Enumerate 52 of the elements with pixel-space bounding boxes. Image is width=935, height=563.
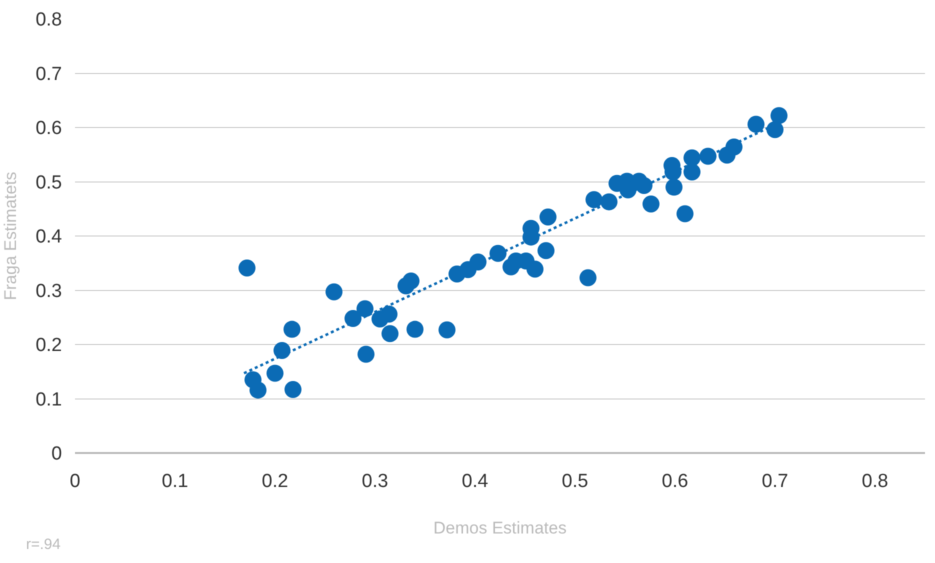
point [666, 178, 682, 196]
point [356, 300, 374, 318]
x-tick-label: 0.4 [462, 471, 489, 492]
point [636, 177, 652, 194]
x-tick-label: 0.1 [162, 471, 188, 492]
y-axis-title: Fraga Estimatets [1, 172, 20, 300]
point [250, 382, 266, 399]
point [274, 342, 290, 359]
point [284, 381, 302, 398]
point [380, 306, 398, 323]
y-tick-label: 0.7 [36, 64, 62, 85]
y-tick-label: 0.5 [36, 172, 62, 194]
point [676, 205, 694, 222]
point [748, 116, 764, 133]
point [490, 244, 506, 262]
point [358, 346, 374, 363]
point [438, 321, 456, 338]
point [586, 191, 602, 208]
point [540, 208, 556, 226]
point [382, 325, 398, 342]
point [266, 364, 284, 382]
y-tick-label: 0.4 [36, 226, 62, 248]
point [726, 138, 742, 156]
x-tick-label: 0.8 [862, 471, 888, 492]
x-tick-label: 0.7 [762, 471, 788, 492]
point [406, 320, 424, 338]
y-tick-label: 0.1 [36, 389, 62, 410]
point [770, 107, 788, 124]
x-tick-label: 0.3 [362, 471, 388, 492]
y-tick-label: 0.8 [36, 10, 62, 31]
x-axis-title: Demos Estimates [433, 518, 567, 538]
y-tick-label: 0.3 [36, 280, 62, 302]
point [470, 254, 486, 271]
x-tick-label: 0 [70, 471, 80, 492]
point [700, 148, 716, 165]
point [326, 283, 342, 300]
x-tick-label: 0.5 [562, 471, 588, 492]
point [684, 163, 700, 180]
y-tick-label: 0 [51, 444, 62, 465]
point [642, 195, 660, 212]
x-tick-label: 0.2 [262, 471, 288, 492]
point [600, 193, 618, 210]
point [402, 272, 420, 290]
text: r=.94 [26, 536, 61, 553]
point [538, 242, 554, 260]
point [238, 260, 256, 276]
x-tick-label: 0.6 [662, 471, 688, 492]
point [284, 320, 300, 338]
point [580, 269, 596, 286]
y-tick-label: 0.6 [36, 118, 62, 140]
y-tick-label: 0.2 [36, 335, 62, 356]
point [526, 260, 544, 278]
